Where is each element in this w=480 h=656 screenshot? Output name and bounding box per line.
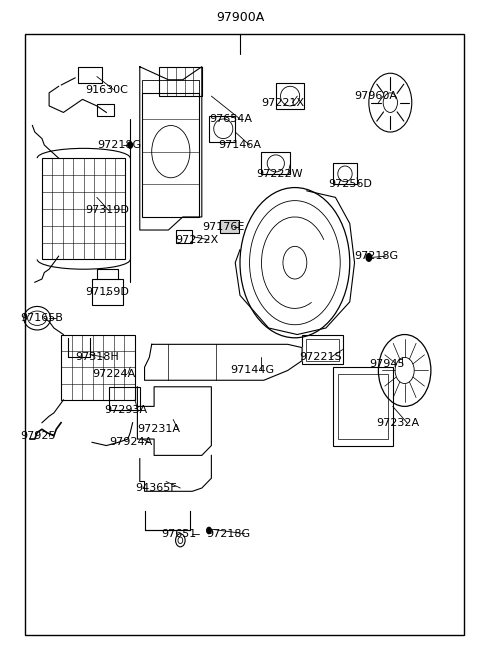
Text: 97232A: 97232A — [376, 418, 419, 428]
Text: 97221X: 97221X — [262, 98, 305, 108]
Text: 97221S: 97221S — [300, 352, 342, 362]
Bar — [61, 335, 135, 400]
Text: 97218G: 97218G — [97, 140, 141, 150]
Bar — [333, 163, 357, 184]
Bar — [78, 67, 102, 83]
Bar — [109, 387, 140, 409]
Text: 97176E: 97176E — [202, 222, 244, 232]
Text: 97654A: 97654A — [209, 114, 252, 124]
Text: 97960A: 97960A — [355, 91, 397, 101]
Text: 97224A: 97224A — [92, 369, 135, 379]
Bar — [209, 115, 235, 142]
Bar — [338, 374, 388, 439]
Bar — [262, 152, 290, 174]
Text: 97231A: 97231A — [137, 424, 180, 434]
Bar — [306, 339, 339, 361]
Text: 97293A: 97293A — [104, 405, 147, 415]
Text: 97222W: 97222W — [257, 169, 303, 180]
Text: 97945: 97945 — [369, 359, 404, 369]
Ellipse shape — [366, 253, 372, 261]
Text: 97144G: 97144G — [230, 365, 275, 375]
Ellipse shape — [206, 527, 211, 534]
Bar — [220, 220, 239, 234]
Text: 91630C: 91630C — [85, 85, 128, 94]
Text: 97218G: 97218G — [206, 529, 251, 539]
Bar — [176, 230, 192, 243]
Text: 97256D: 97256D — [328, 179, 372, 190]
Ellipse shape — [128, 142, 132, 148]
Text: 97218G: 97218G — [355, 251, 399, 261]
Text: 97900A: 97900A — [216, 11, 264, 24]
Bar — [142, 93, 199, 217]
Text: 97319D: 97319D — [85, 205, 129, 215]
Text: 97318H: 97318H — [75, 352, 119, 362]
Bar — [92, 279, 123, 305]
Bar — [302, 335, 343, 364]
Text: 97146A: 97146A — [218, 140, 262, 150]
Text: 97222X: 97222X — [176, 235, 219, 245]
Text: 97924A: 97924A — [109, 438, 152, 447]
Bar — [42, 158, 125, 259]
Text: 97651: 97651 — [161, 529, 196, 539]
Bar — [276, 83, 304, 109]
Text: 97165B: 97165B — [21, 313, 63, 323]
Text: 94365F: 94365F — [135, 483, 177, 493]
Bar — [333, 367, 393, 445]
Text: 97925: 97925 — [21, 431, 56, 441]
Bar — [159, 67, 202, 96]
Bar — [97, 104, 114, 115]
Polygon shape — [144, 344, 302, 380]
Text: 97159D: 97159D — [85, 287, 129, 297]
